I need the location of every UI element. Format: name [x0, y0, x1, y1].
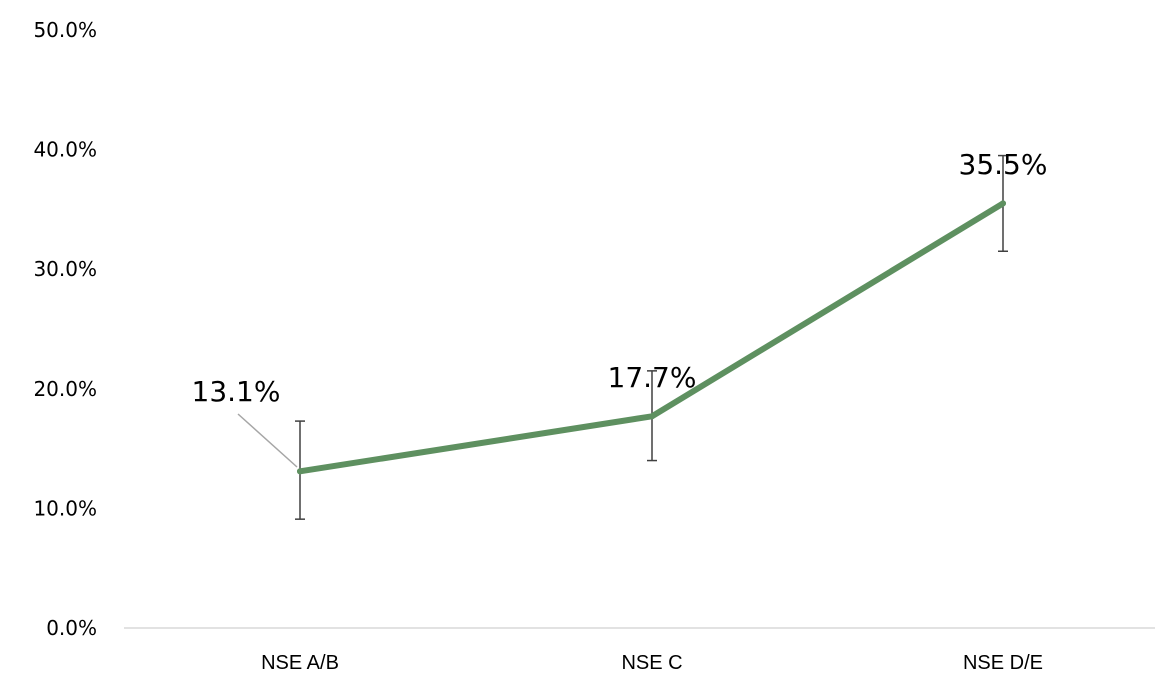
label-leader-lines [237, 413, 298, 468]
x-tick-label: NSE C [621, 652, 682, 674]
y-tick-label: 20.0% [33, 377, 97, 401]
data-point [297, 468, 303, 475]
label-leader-line [237, 413, 298, 468]
y-tick-label: 10.0% [33, 496, 97, 520]
y-tick-label: 30.0% [33, 257, 97, 281]
data-label: 17.7% [608, 361, 697, 394]
y-tick-label: 0.0% [46, 616, 97, 640]
data-points [297, 200, 1006, 475]
y-axis-ticks: 0.0% 10.0% 20.0% 30.0% 40.0% 50.0% [33, 18, 97, 640]
data-point [1000, 200, 1006, 207]
error-bars [295, 154, 1008, 520]
data-label: 13.1% [192, 375, 281, 408]
data-point [649, 413, 655, 420]
y-tick-label: 40.0% [33, 138, 97, 162]
data-labels: 13.1% 17.7% 35.5% [192, 148, 1048, 408]
x-axis-ticks: NSE A/B NSE C NSE D/E [261, 652, 1043, 674]
x-tick-label: NSE A/B [261, 652, 339, 674]
y-tick-label: 50.0% [33, 18, 97, 42]
x-tick-label: NSE D/E [963, 652, 1043, 674]
data-label: 35.5% [959, 148, 1048, 181]
